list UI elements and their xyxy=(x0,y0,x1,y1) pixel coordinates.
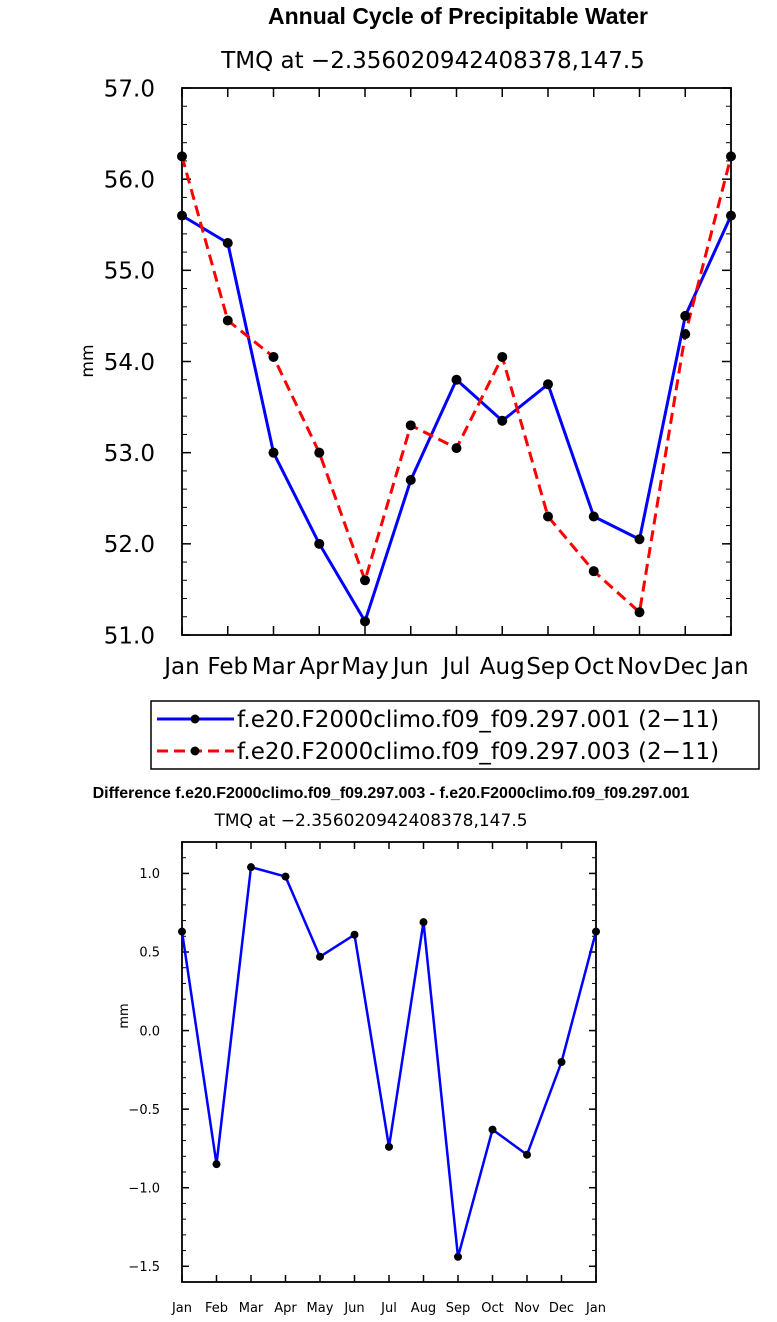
chart2-series-1-point xyxy=(592,927,600,936)
chart1-series-1-point xyxy=(588,511,599,522)
chart1-ytick-label: 51.0 xyxy=(104,623,155,649)
chart2-xtick-label: Oct xyxy=(481,1301,503,1316)
chart1-subtitle: TMQ at −2.356020942408378,147.5 xyxy=(220,48,645,74)
chart1-ytick-label: 52.0 xyxy=(104,532,155,558)
chart1-ytick-label: 54.0 xyxy=(104,350,155,376)
chart2-xtick-label: Apr xyxy=(274,1301,297,1316)
chart1-xtick-label: Feb xyxy=(207,654,248,680)
chart2-axes: −1.5 −1.0 −0.5 0.0 0.5 1.0 Jan Feb Mar Apr May Jun J… xyxy=(128,841,606,1316)
chart2-series-1-point xyxy=(316,952,324,961)
chart1-series-2-point xyxy=(543,511,553,522)
chart1-xtick-label: Sep xyxy=(526,654,569,680)
chart1-title: Annual Cycle of Precipitable Water xyxy=(268,3,648,29)
chart2-xtick-label: Jul xyxy=(380,1301,397,1316)
chart2-series xyxy=(178,863,600,1261)
chart1-series-2-point xyxy=(634,607,645,618)
chart1-series-2-point xyxy=(177,151,187,162)
chart1-series-2-point xyxy=(680,329,691,340)
legend-label-001: f.e20.F2000climo.f09_f09.297.001 (2−11) xyxy=(237,707,719,733)
chart2-series-line-1 xyxy=(180,865,598,1259)
chart1-series-2-point xyxy=(497,351,508,362)
chart1-xtick-label: Jun xyxy=(391,654,429,680)
chart1-series-2-point xyxy=(726,151,736,162)
chart1-xtick-label: Apr xyxy=(299,654,339,680)
chart1-series-line-1 xyxy=(181,214,733,623)
chart1-series-2-point xyxy=(314,447,325,458)
chart2-ytick-label: 1.0 xyxy=(139,867,160,882)
chart2-series-1-point xyxy=(454,1252,462,1261)
chart2-series-1-point xyxy=(350,930,359,939)
chart2-xtick-label: May xyxy=(307,1301,334,1316)
chart2-xtick-label: Jan xyxy=(585,1301,606,1316)
chart2-series-1-point xyxy=(557,1058,566,1066)
chart2-series-1-point xyxy=(178,927,186,936)
chart2-xtick-label: Jun xyxy=(343,1301,364,1316)
chart2-subtitle: TMQ at −2.356020942408378,147.5 xyxy=(213,811,527,831)
chart1-series-2-point xyxy=(588,566,599,577)
chart1-series-1-point xyxy=(222,237,233,248)
chart2-xtick-label: Nov xyxy=(514,1301,540,1316)
chart2-series-1-point xyxy=(212,1160,221,1169)
chart2-xtick-label: Jan xyxy=(171,1301,192,1316)
chart2-series-1-point xyxy=(281,872,290,881)
chart2-ytick-label: −0.5 xyxy=(128,1103,160,1118)
chart1-series-1-point xyxy=(405,475,416,486)
chart1-series-1-point xyxy=(497,415,508,426)
chart1-legend: f.e20.F2000climo.f09_f09.297.001 (2−11) … xyxy=(150,700,760,770)
chart1-series-2-point xyxy=(360,575,370,586)
chart1-series-2-point xyxy=(222,315,233,326)
chart2-series-1-point xyxy=(385,1142,393,1151)
chart1-xtick-label: Oct xyxy=(574,654,614,680)
chart1-ytick-label: 56.0 xyxy=(104,167,155,193)
chart1-ytick-label: 53.0 xyxy=(104,441,155,467)
chart1-xtick-label: Jul xyxy=(441,654,471,680)
chart1-xtick-label: Jan xyxy=(711,654,748,680)
chart1-xtick-label: Mar xyxy=(252,654,296,680)
chart2-ylabel: mm xyxy=(117,1003,132,1028)
chart2-series-1-point xyxy=(488,1125,497,1134)
chart2-ytick-label: 0.0 xyxy=(139,1024,160,1039)
chart1-series-1-point xyxy=(360,616,370,627)
chart2-xtick-label: Mar xyxy=(239,1301,264,1316)
chart2-ytick-label: 0.5 xyxy=(139,946,160,961)
chart1-xtick-label: May xyxy=(341,654,389,680)
legend-marker-003 xyxy=(190,746,200,756)
legend-label-003: f.e20.F2000climo.f09_f09.297.003 (2−11) xyxy=(237,739,719,765)
chart1-series-1-point xyxy=(543,379,553,390)
chart1-series-1-point xyxy=(177,210,187,221)
chart1-series-2-point xyxy=(268,351,279,362)
chart1-series-1-point xyxy=(451,374,462,385)
chart2-plot-frame xyxy=(181,841,597,1283)
chart1-series-1-point xyxy=(680,310,691,321)
chart1-xtick-label: Dec xyxy=(663,654,708,680)
chart2-series-1-point xyxy=(419,918,428,927)
chart2-xtick-label: Feb xyxy=(205,1301,228,1316)
chart1-series-1-point xyxy=(634,534,645,545)
chart2-xtick-label: Aug xyxy=(411,1301,436,1316)
chart1-series-2-point xyxy=(451,443,462,454)
chart1-ytick-label: 57.0 xyxy=(104,76,155,102)
chart1-axes: 51.0 52.0 53.0 54.0 55.0 56.0 57.0 Jan Feb Mar Apr… xyxy=(104,76,749,680)
chart2-ytick-label: −1.5 xyxy=(128,1260,160,1275)
chart2-xtick-label: Dec xyxy=(549,1301,574,1316)
chart2-title: Difference f.e20.F2000climo.f09_f09.297.… xyxy=(93,785,690,802)
chart1-xtick-label: Aug xyxy=(480,654,525,680)
legend-box xyxy=(150,700,760,770)
chart2-series-1-point xyxy=(523,1150,531,1159)
chart1-series xyxy=(177,151,736,627)
chart2-xtick-label: Sep xyxy=(446,1301,471,1316)
chart1-series-1-point xyxy=(314,538,325,549)
chart1-xtick-label: Nov xyxy=(617,654,662,680)
chart2-ytick-label: −1.0 xyxy=(128,1181,160,1196)
chart1-series-1-point xyxy=(268,447,279,458)
chart1-xtick-label: Jan xyxy=(162,654,199,680)
chart2-series-1-point xyxy=(247,863,255,872)
chart1-ylabel: mm xyxy=(78,344,98,377)
chart1-series-2-point xyxy=(405,420,416,431)
legend-marker-001 xyxy=(190,714,200,724)
chart1-series-1-point xyxy=(726,210,736,221)
chart1-ytick-label: 55.0 xyxy=(104,259,155,285)
